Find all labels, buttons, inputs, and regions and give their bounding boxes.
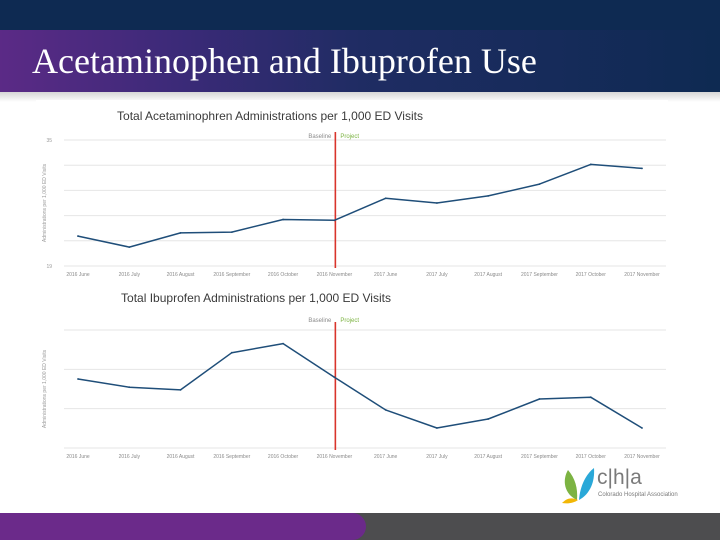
x-tick-label: 2016 October	[268, 454, 299, 460]
series-line	[77, 163, 643, 248]
title-bar: Acetaminophen and Ibuprofen Use	[0, 0, 720, 92]
x-tick-label: 2017 July	[426, 272, 448, 278]
x-tick-label: 2016 September	[213, 454, 250, 460]
logo-text: c|h|a	[597, 466, 642, 489]
data-point	[538, 398, 541, 400]
data-point	[641, 167, 643, 170]
title-shadow	[0, 92, 720, 102]
logo-subtext: Colorado Hospital Association	[598, 492, 678, 498]
data-point	[384, 408, 387, 411]
x-tick-label: 2016 June	[66, 454, 90, 460]
data-point	[128, 246, 131, 249]
baseline-label: Baseline	[308, 134, 332, 140]
data-point	[538, 183, 541, 185]
footer-accent	[0, 513, 366, 540]
data-point	[282, 218, 284, 221]
x-tick-label: 2016 November	[317, 272, 353, 278]
x-tick-label: 2016 September	[213, 272, 250, 278]
x-tick-label: 2017 June	[374, 272, 398, 278]
x-tick-label: 2017 September	[521, 272, 558, 278]
cha-logo: c|h|a Colorado Hospital Association	[560, 460, 700, 504]
data-point	[589, 163, 592, 166]
x-tick-label: 2016 November	[317, 454, 353, 460]
x-tick-label: 2016 June	[66, 272, 90, 278]
charts-svg: Total Acetaminophren Administrations per…	[36, 100, 668, 460]
project-label: Project	[340, 318, 359, 324]
x-tick-label: 2017 August	[474, 272, 502, 278]
data-point	[230, 231, 233, 234]
x-tick-label: 2017 June	[374, 454, 398, 460]
data-point	[436, 202, 438, 204]
series-line	[77, 342, 643, 429]
y-axis-label: Administrations per 1,000 ED Visits	[42, 163, 48, 242]
data-point	[487, 418, 490, 420]
y-tick-label: 35	[46, 138, 52, 144]
chart-title: Total Ibuprofen Administrations per 1,00…	[121, 291, 391, 305]
leaf-icon	[562, 468, 595, 504]
x-tick-label: 2017 November	[624, 454, 660, 460]
data-point	[589, 396, 592, 399]
data-point	[77, 235, 79, 237]
chart-title: Total Acetaminophren Administrations per…	[117, 109, 423, 123]
x-tick-label: 2017 August	[474, 454, 502, 460]
slide-title: Acetaminophen and Ibuprofen Use	[32, 41, 537, 81]
x-tick-label: 2017 September	[521, 454, 558, 460]
data-point	[333, 376, 336, 379]
x-tick-label: 2016 October	[268, 272, 299, 278]
data-point	[436, 427, 438, 429]
data-point	[282, 342, 284, 345]
data-point	[384, 197, 387, 200]
x-tick-label: 2017 October	[576, 454, 607, 460]
x-tick-label: 2016 July	[119, 454, 141, 460]
data-point	[128, 386, 131, 389]
x-tick-label: 2016 July	[119, 272, 141, 278]
x-tick-label: 2017 October	[576, 272, 607, 278]
chart-area: Total Acetaminophren Administrations per…	[36, 100, 668, 465]
data-point	[179, 389, 182, 391]
data-point	[77, 378, 79, 380]
x-tick-label: 2016 August	[167, 454, 195, 460]
x-tick-label: 2017 November	[624, 272, 660, 278]
x-tick-label: 2016 August	[167, 272, 195, 278]
baseline-label: Baseline	[308, 318, 332, 324]
data-point	[179, 232, 182, 234]
x-tick-label: 2017 July	[426, 454, 448, 460]
charts-background	[36, 100, 668, 460]
data-point	[641, 427, 643, 429]
data-point	[333, 219, 336, 222]
y-axis-label: Administrations per 1,000 ED Visits	[42, 349, 48, 428]
project-label: Project	[340, 134, 359, 140]
y-tick-label: 19	[46, 264, 52, 270]
data-point	[230, 351, 233, 354]
data-point	[487, 195, 490, 197]
